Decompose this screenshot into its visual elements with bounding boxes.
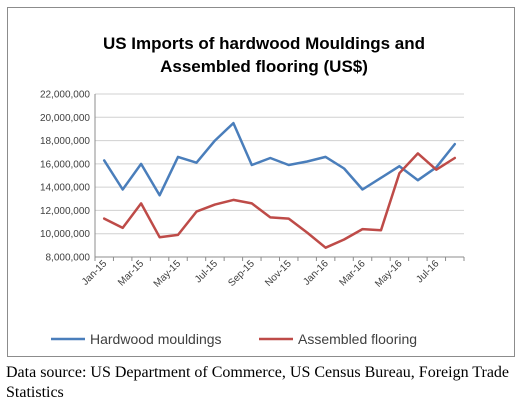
legend-label-hardwood-mouldings: Hardwood mouldings bbox=[90, 331, 222, 347]
legend-label-assembled-flooring: Assembled flooring bbox=[298, 331, 417, 347]
x-tick-label: Jul-16 bbox=[414, 258, 441, 285]
chart-title-line-2: Assembled flooring (US$) bbox=[160, 57, 368, 76]
chart-title-line-1: US Imports of hardwood Mouldings and bbox=[103, 34, 425, 53]
x-tick-label: May-16 bbox=[373, 258, 405, 290]
y-tick-label: 18,000,000 bbox=[40, 136, 90, 147]
plot-series bbox=[102, 121, 457, 249]
x-tick-label: Jul-15 bbox=[193, 258, 220, 285]
x-tick-label: Nov-15 bbox=[263, 258, 294, 289]
y-tick-label: 14,000,000 bbox=[40, 183, 90, 194]
line-chart: US Imports of hardwood Mouldings and Ass… bbox=[40, 34, 465, 347]
data-source-note: Data source: US Department of Commerce, … bbox=[6, 364, 510, 401]
y-tick-label: 22,000,000 bbox=[40, 90, 90, 101]
y-tick-label: 12,000,000 bbox=[40, 206, 90, 217]
tick-labels: 8,000,000 10,000,000 12,000,000 14,000,000 1… bbox=[40, 90, 442, 290]
series-line-assembled-flooring bbox=[102, 152, 457, 249]
y-tick-label: 16,000,000 bbox=[40, 159, 90, 170]
x-tick-label: Sep-15 bbox=[226, 258, 257, 289]
y-tick-label: 20,000,000 bbox=[40, 113, 90, 124]
x-tick-label: Mar-16 bbox=[337, 258, 367, 288]
x-tick-label: May-15 bbox=[152, 258, 184, 290]
legend: Hardwood mouldings Assembled flooring bbox=[51, 331, 417, 347]
series-line-hardwood-mouldings bbox=[102, 121, 457, 197]
axes bbox=[94, 94, 465, 261]
chart-frame: US Imports of hardwood Mouldings and Ass… bbox=[7, 7, 515, 357]
x-tick-label: Mar-15 bbox=[116, 258, 146, 288]
y-tick-label: 10,000,000 bbox=[40, 229, 90, 240]
y-tick-label: 8,000,000 bbox=[46, 253, 91, 264]
x-tick-label: Jan-16 bbox=[301, 258, 331, 288]
gridlines bbox=[95, 93, 464, 235]
